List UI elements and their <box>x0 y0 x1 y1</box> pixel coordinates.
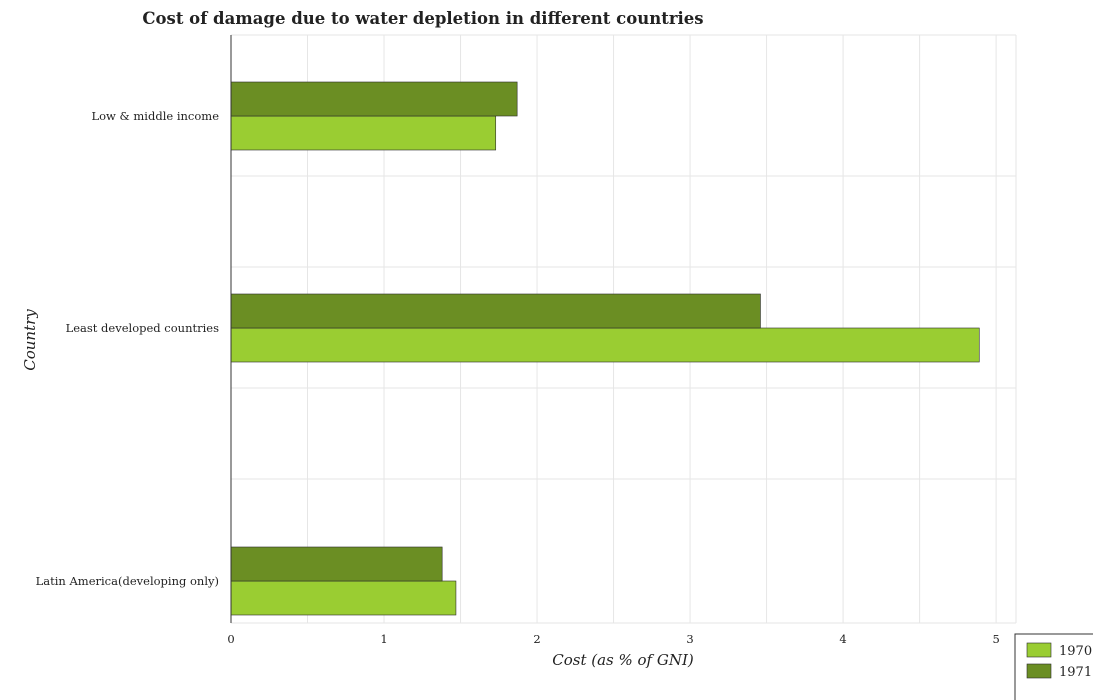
x-tick-label: 4 <box>839 632 846 646</box>
y-tick-label: Least developed countries <box>66 321 220 335</box>
legend: 1970 1971 <box>1014 633 1093 700</box>
x-tick-label: 2 <box>533 632 540 646</box>
x-tick-label: 5 <box>992 632 999 646</box>
bar-1971 <box>230 546 443 582</box>
x-tick-label: 3 <box>686 632 693 646</box>
y-tick-label: Latin America(developing only) <box>36 574 219 588</box>
x-tick-label: 0 <box>227 632 234 646</box>
bar-1971 <box>230 293 761 329</box>
y-tick-labels: Latin America(developing only) Least deve… <box>36 109 220 588</box>
legend-swatch <box>1026 663 1052 679</box>
x-tick-label: 1 <box>380 632 387 646</box>
bar-1970 <box>230 115 497 151</box>
bar-1970 <box>230 327 980 363</box>
y-axis-label: Country <box>21 309 39 371</box>
chart-title: Cost of damage due to water depletion in… <box>142 9 703 28</box>
legend-swatch <box>1026 642 1052 658</box>
bar-1970 <box>230 580 457 616</box>
legend-label: 1970 <box>1059 644 1092 659</box>
y-tick-label: Low & middle income <box>91 109 219 123</box>
legend-label: 1971 <box>1059 665 1092 680</box>
bars <box>230 35 980 623</box>
x-axis-label: Cost (as % of GNI) <box>552 651 694 669</box>
grid <box>230 34 1017 624</box>
bar-1971 <box>230 81 518 117</box>
x-tick-labels: 0 1 2 3 4 5 <box>227 632 999 646</box>
